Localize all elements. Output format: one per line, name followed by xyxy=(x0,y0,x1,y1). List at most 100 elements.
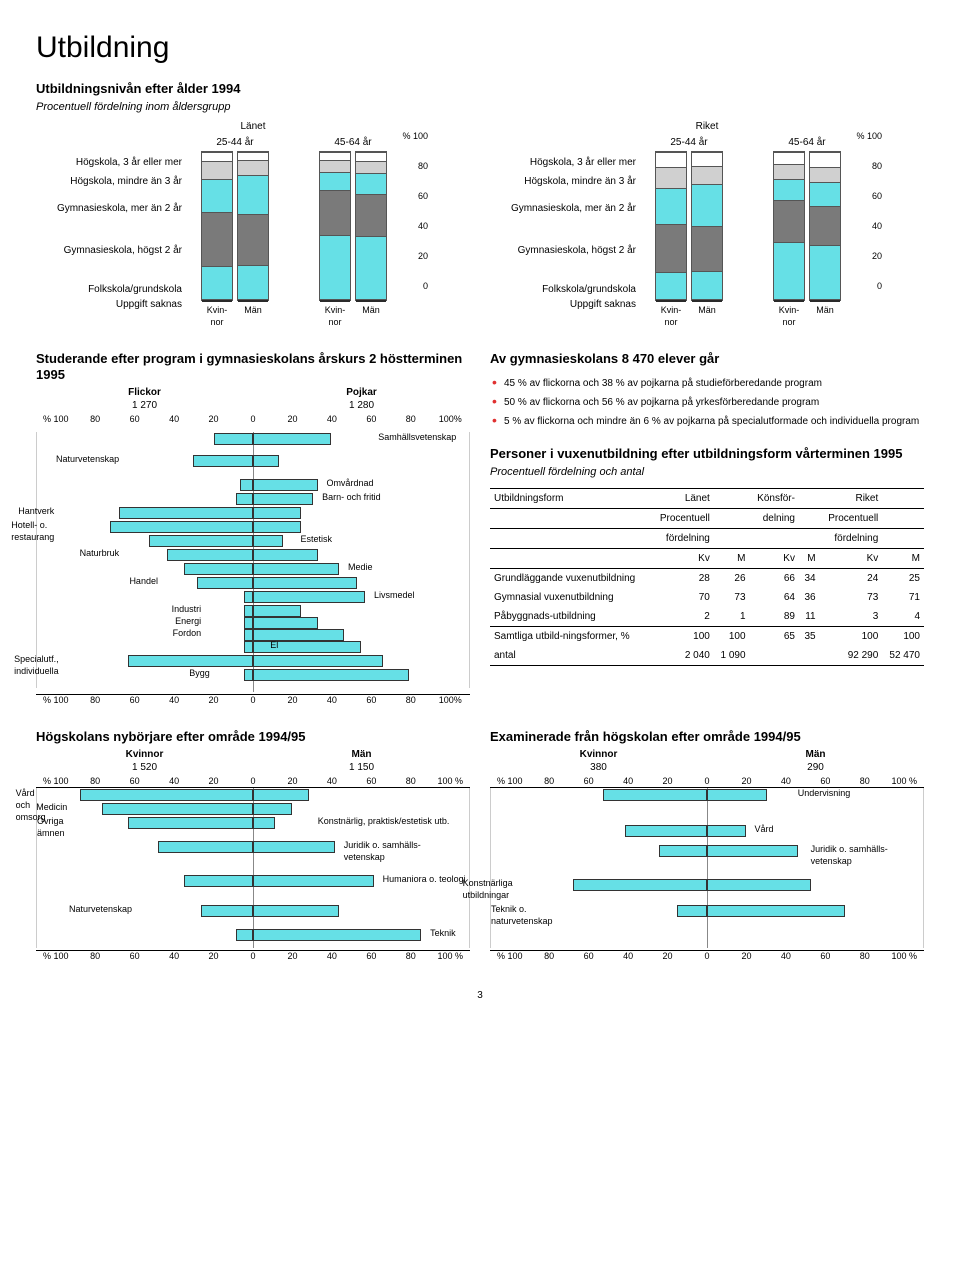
tornado-label: Handel xyxy=(129,576,158,588)
tornado-label: Naturbruk xyxy=(80,548,120,560)
tornado-label: Humaniora o. teologi xyxy=(383,874,466,886)
tornado-bar xyxy=(244,669,253,681)
tornado-label: Medie xyxy=(348,562,373,574)
tornado-bar xyxy=(625,825,707,837)
tornado-bar xyxy=(149,535,253,547)
tornado-bar xyxy=(197,577,253,589)
tornado-bar xyxy=(603,789,707,801)
vuxen-table: UtbildningsformLänetKönsför-RiketProcent… xyxy=(490,488,924,666)
nyborjare-title: Högskolans nybörjare efter område 1994/9… xyxy=(36,729,470,746)
tornado-right-val: 1 280 xyxy=(253,399,470,412)
nyborjare-left: Kvinnor xyxy=(36,748,253,761)
tornado-bar xyxy=(110,521,253,533)
tornado-bar xyxy=(201,905,253,917)
legend-label: Högskola, 3 år eller mer xyxy=(76,156,182,169)
legend-label: Uppgift saknas xyxy=(116,298,182,311)
legend-label: Gymnasieskola, högst 2 år xyxy=(518,244,636,257)
nyborjare-rval: 1 150 xyxy=(253,761,470,774)
tornado-left-head: Flickor xyxy=(36,386,253,399)
tornado-bar xyxy=(573,879,707,891)
exam-axis-bot: % 10080604020020406080100 % xyxy=(490,950,924,963)
legend-label: Gymnasieskola, högst 2 år xyxy=(64,244,182,257)
exam-title: Examinerade från högskolan efter område … xyxy=(490,729,924,746)
bullet-list: 45 % av flickorna och 38 % av pojkarna p… xyxy=(490,377,924,428)
tornado-bar xyxy=(253,507,301,519)
tornado-label: Hantverk xyxy=(18,506,54,518)
legend-label: Högskola, mindre än 3 år xyxy=(524,175,636,188)
tornado-bar xyxy=(253,455,279,467)
tornado-bar xyxy=(707,879,811,891)
legend-label: Uppgift saknas xyxy=(570,298,636,311)
tornado-bar xyxy=(707,905,845,917)
tornado-bar xyxy=(659,845,707,857)
tornado-bar xyxy=(253,789,309,801)
tornado-bar xyxy=(128,655,253,667)
tornado-bar xyxy=(102,803,253,815)
tornado-bar xyxy=(707,825,746,837)
tornado-bar xyxy=(184,563,253,575)
legend-label: Högskola, 3 år eller mer xyxy=(530,156,636,169)
tornado-bar xyxy=(707,845,798,857)
tornado-label: Barn- och fritid xyxy=(322,492,381,504)
exam-right: Män xyxy=(707,748,924,761)
nyborjare-axis-bot: % 10080604020020406080100 % xyxy=(36,950,470,963)
tornado-label: Naturvetenskap xyxy=(56,454,119,466)
stack-subheading: Procentuell fördelning inom åldersgrupp xyxy=(36,100,924,114)
nyborjare-lval: 1 520 xyxy=(36,761,253,774)
tornado-label: Omvårdnad xyxy=(326,478,373,490)
tornado-bar xyxy=(253,591,365,603)
nyborjare-axis: % 10080604020020406080100 % xyxy=(36,776,470,789)
tornado-label: Konstnärliga utbildningar xyxy=(463,878,513,901)
exam-lval: 380 xyxy=(490,761,707,774)
tornado-bar xyxy=(236,929,253,941)
tornado-label: Fordon xyxy=(173,628,202,640)
tornado-label: Juridik o. samhälls- vetenskap xyxy=(344,840,421,863)
legend-label: Gymnasieskola, mer än 2 år xyxy=(511,202,636,215)
tornado-bar xyxy=(253,549,318,561)
tornado-label: Industri xyxy=(172,604,202,616)
tornado-bar xyxy=(80,789,253,801)
tornado-axis: % 10080604020020406080100% xyxy=(36,414,470,426)
tornado-label: Estetisk xyxy=(301,534,333,546)
tornado-bar xyxy=(253,803,292,815)
bullet-item: 50 % av flickorna och 56 % av pojkarna p… xyxy=(490,396,924,409)
tornado-bar xyxy=(253,479,318,491)
page-title: Utbildning xyxy=(36,28,924,67)
tornado-label: Undervisning xyxy=(798,788,851,800)
tornado-bar xyxy=(253,905,339,917)
tornado-bar xyxy=(167,549,253,561)
tornado-bar xyxy=(253,641,361,653)
tornado-right-head: Pojkar xyxy=(253,386,470,399)
tornado-bar xyxy=(158,841,253,853)
tornado-bar xyxy=(253,655,383,667)
stacked-bar xyxy=(201,151,233,301)
tornado-label: Juridik o. samhälls- vetenskap xyxy=(811,844,888,867)
tornado-label: Samhällsvetenskap xyxy=(378,432,456,444)
tornado-bar xyxy=(707,789,767,801)
tornado-bar xyxy=(240,479,253,491)
tornado-bar xyxy=(214,433,253,445)
tornado-left-val: 1 270 xyxy=(36,399,253,412)
vuxen-sub: Procentuell fördelning och antal xyxy=(490,465,924,479)
stacked-bar xyxy=(655,151,687,301)
stacked-bar xyxy=(355,151,387,301)
exam-rval: 290 xyxy=(707,761,924,774)
stacked-bar xyxy=(691,151,723,301)
tornado-label: Energi xyxy=(175,616,201,628)
tornado-bar xyxy=(253,521,301,533)
tornado-bar xyxy=(253,669,409,681)
bullet-item: 45 % av flickorna och 38 % av pojkarna p… xyxy=(490,377,924,390)
tornado-label: Konstnärlig, praktisk/estetisk utb. xyxy=(318,816,450,828)
tornado-bar xyxy=(253,929,421,941)
legend-label: Gymnasieskola, mer än 2 år xyxy=(57,202,182,215)
tornado-axis-bottom: % 10080604020020406080100% xyxy=(36,694,470,707)
tornado-label: Livsmedel xyxy=(374,590,415,602)
tornado-bar xyxy=(253,563,339,575)
tornado-bar xyxy=(236,493,253,505)
exam-left: Kvinnor xyxy=(490,748,707,761)
tornado-bar xyxy=(119,507,253,519)
stacked-bar xyxy=(773,151,805,301)
tornado-bar xyxy=(253,577,357,589)
stacked-bar xyxy=(809,151,841,301)
stacked-bar xyxy=(237,151,269,301)
